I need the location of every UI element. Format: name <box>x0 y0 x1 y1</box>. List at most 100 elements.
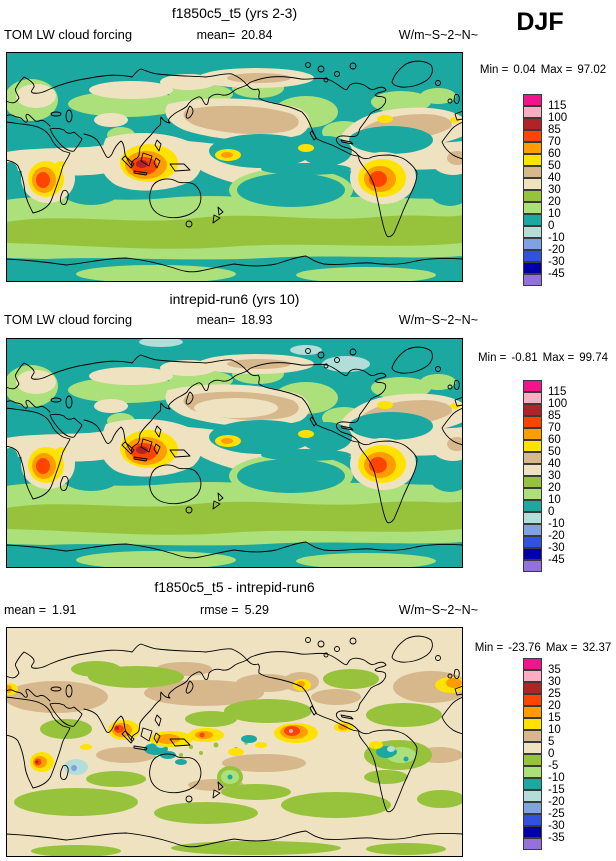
colorbar-swatch <box>523 694 542 706</box>
colorbar-tick-label: 0 <box>548 220 555 232</box>
colorbar-tick-label: 85 <box>548 124 561 136</box>
mean-label: mean= <box>196 313 236 327</box>
panel3-minmax: Min = -23.76 Max = 32.37 <box>470 642 616 654</box>
max-value: 32.37 <box>582 642 612 654</box>
panel2-mean: mean= 18.93 <box>6 313 463 327</box>
rmse-value: 5.29 <box>244 603 269 617</box>
colorbar-tick-label: -45 <box>548 554 565 566</box>
colorbar-tick-label: 15 <box>548 712 561 724</box>
colorbar-swatch <box>523 250 542 262</box>
colorbar-swatch <box>523 754 542 766</box>
colorbar-swatch <box>523 118 542 130</box>
colorbar-swatch <box>523 670 542 682</box>
panel3-title: f1850c5_t5 - intrepid-run6 <box>154 579 315 595</box>
contour-field-difference <box>6 627 463 857</box>
colorbar-tick-label: 30 <box>548 184 561 196</box>
colorbar-swatch <box>523 178 542 190</box>
panel2-colorbar: 115 100 85 70 60 50 40 30 20 10 0 -10 -20 -30 -45 <box>523 380 567 572</box>
colorbar-swatch <box>523 106 542 118</box>
colorbar-tick-label: 50 <box>548 446 561 458</box>
colorbar-swatch <box>523 778 542 790</box>
colorbar-swatch <box>523 440 542 452</box>
colorbar-tick-label: 20 <box>548 482 561 494</box>
colorbar-tick-label: 70 <box>548 422 561 434</box>
colorbar-tick-label: -10 <box>548 518 565 530</box>
colorbar-swatch <box>523 416 542 428</box>
panel1-mean: mean= 20.84 <box>6 28 463 42</box>
panel3-units: W/m~S~2~N~ <box>398 603 478 617</box>
panel3-rmse: rmse = 5.29 <box>6 603 463 617</box>
colorbar-swatch <box>523 404 542 416</box>
colorbar-tick-label: -10 <box>548 232 565 244</box>
panel2-minmax: Min = -0.81 Max = 99.74 <box>470 352 616 364</box>
colorbar-tick-label: -20 <box>548 244 565 256</box>
map-frame <box>6 52 463 282</box>
map-frame <box>6 338 463 568</box>
map-panel-3-difference <box>6 627 463 857</box>
map-frame <box>6 627 463 857</box>
max-value: 97.02 <box>577 64 607 76</box>
colorbar-swatch <box>523 658 542 670</box>
contour-field-run1 <box>6 52 463 282</box>
colorbar-tick-label: -45 <box>548 268 565 280</box>
colorbar-swatch <box>523 682 542 694</box>
colorbar-swatch <box>523 560 542 572</box>
colorbar-tick-label: 5 <box>548 736 555 748</box>
colorbar-swatch <box>523 476 542 488</box>
colorbar-tick-label: 20 <box>548 700 561 712</box>
rmse-label: rmse = <box>200 603 239 617</box>
max-label: Max = <box>540 64 573 76</box>
colorbar-swatch <box>523 428 542 440</box>
colorbar-tick-label: -35 <box>548 832 565 844</box>
panel1-units: W/m~S~2~N~ <box>398 28 478 42</box>
colorbar-tick-label: 0 <box>548 506 555 518</box>
colorbar-swatch <box>523 718 542 730</box>
colorbar-tick-label: 50 <box>548 160 561 172</box>
max-label: Max = <box>542 352 575 364</box>
colorbar-tick-label: -10 <box>548 772 565 784</box>
colorbar-tick-label: 25 <box>548 688 561 700</box>
colorbar-swatch <box>523 130 542 142</box>
colorbar-swatch <box>523 154 542 166</box>
colorbar-tick-label: 35 <box>548 664 561 676</box>
colorbar-swatch <box>523 766 542 778</box>
min-label: Min = <box>477 352 507 364</box>
colorbar-swatch <box>523 826 542 838</box>
colorbar-swatch <box>523 536 542 548</box>
colorbar-tick-label: 115 <box>548 100 567 112</box>
colorbar-swatch <box>523 500 542 512</box>
colorbar-swatch <box>523 790 542 802</box>
colorbar-swatch <box>523 380 542 392</box>
panel2-variable-label: TOM LW cloud forcing <box>4 312 133 327</box>
colorbar-swatch <box>523 274 542 286</box>
colorbar-swatch <box>523 202 542 214</box>
colorbar-swatch <box>523 838 542 850</box>
colorbar-swatch <box>523 802 542 814</box>
colorbar-tick-label: -30 <box>548 820 565 832</box>
contour-field-run2 <box>6 338 463 568</box>
colorbar-tick-label: 100 <box>548 398 568 410</box>
panel2-units: W/m~S~2~N~ <box>398 313 478 327</box>
colorbar-tick-label: 40 <box>548 172 561 184</box>
colorbar-swatch <box>523 94 542 106</box>
colorbar-swatch <box>523 512 542 524</box>
colorbar-tick-label: -20 <box>548 796 565 808</box>
panel2-title: intrepid-run6 (yrs 10) <box>169 291 300 307</box>
min-label: Min = <box>474 642 504 654</box>
colorbar-tick-label: 20 <box>548 196 561 208</box>
panel1-minmax: Min = 0.04 Max = 97.02 <box>470 64 616 76</box>
colorbar-swatch <box>523 730 542 742</box>
max-value: 99.74 <box>579 352 609 364</box>
map-panel-2 <box>6 338 463 568</box>
min-label: Min = <box>479 64 509 76</box>
panel1-variable-label: TOM LW cloud forcing <box>4 27 133 42</box>
colorbar-tick-label: 40 <box>548 458 561 470</box>
panel3-colorbar: 35 30 25 20 15 10 5 0 -5 -10 -15 -20 -25 -30 -35 <box>523 658 565 850</box>
colorbar-tick-label: -15 <box>548 784 565 796</box>
colorbar-swatch <box>523 190 542 202</box>
colorbar-tick-label: 60 <box>548 148 561 160</box>
colorbar-swatch <box>523 488 542 500</box>
colorbar-tick-label: 100 <box>548 112 568 124</box>
colorbar-swatch <box>523 226 542 238</box>
